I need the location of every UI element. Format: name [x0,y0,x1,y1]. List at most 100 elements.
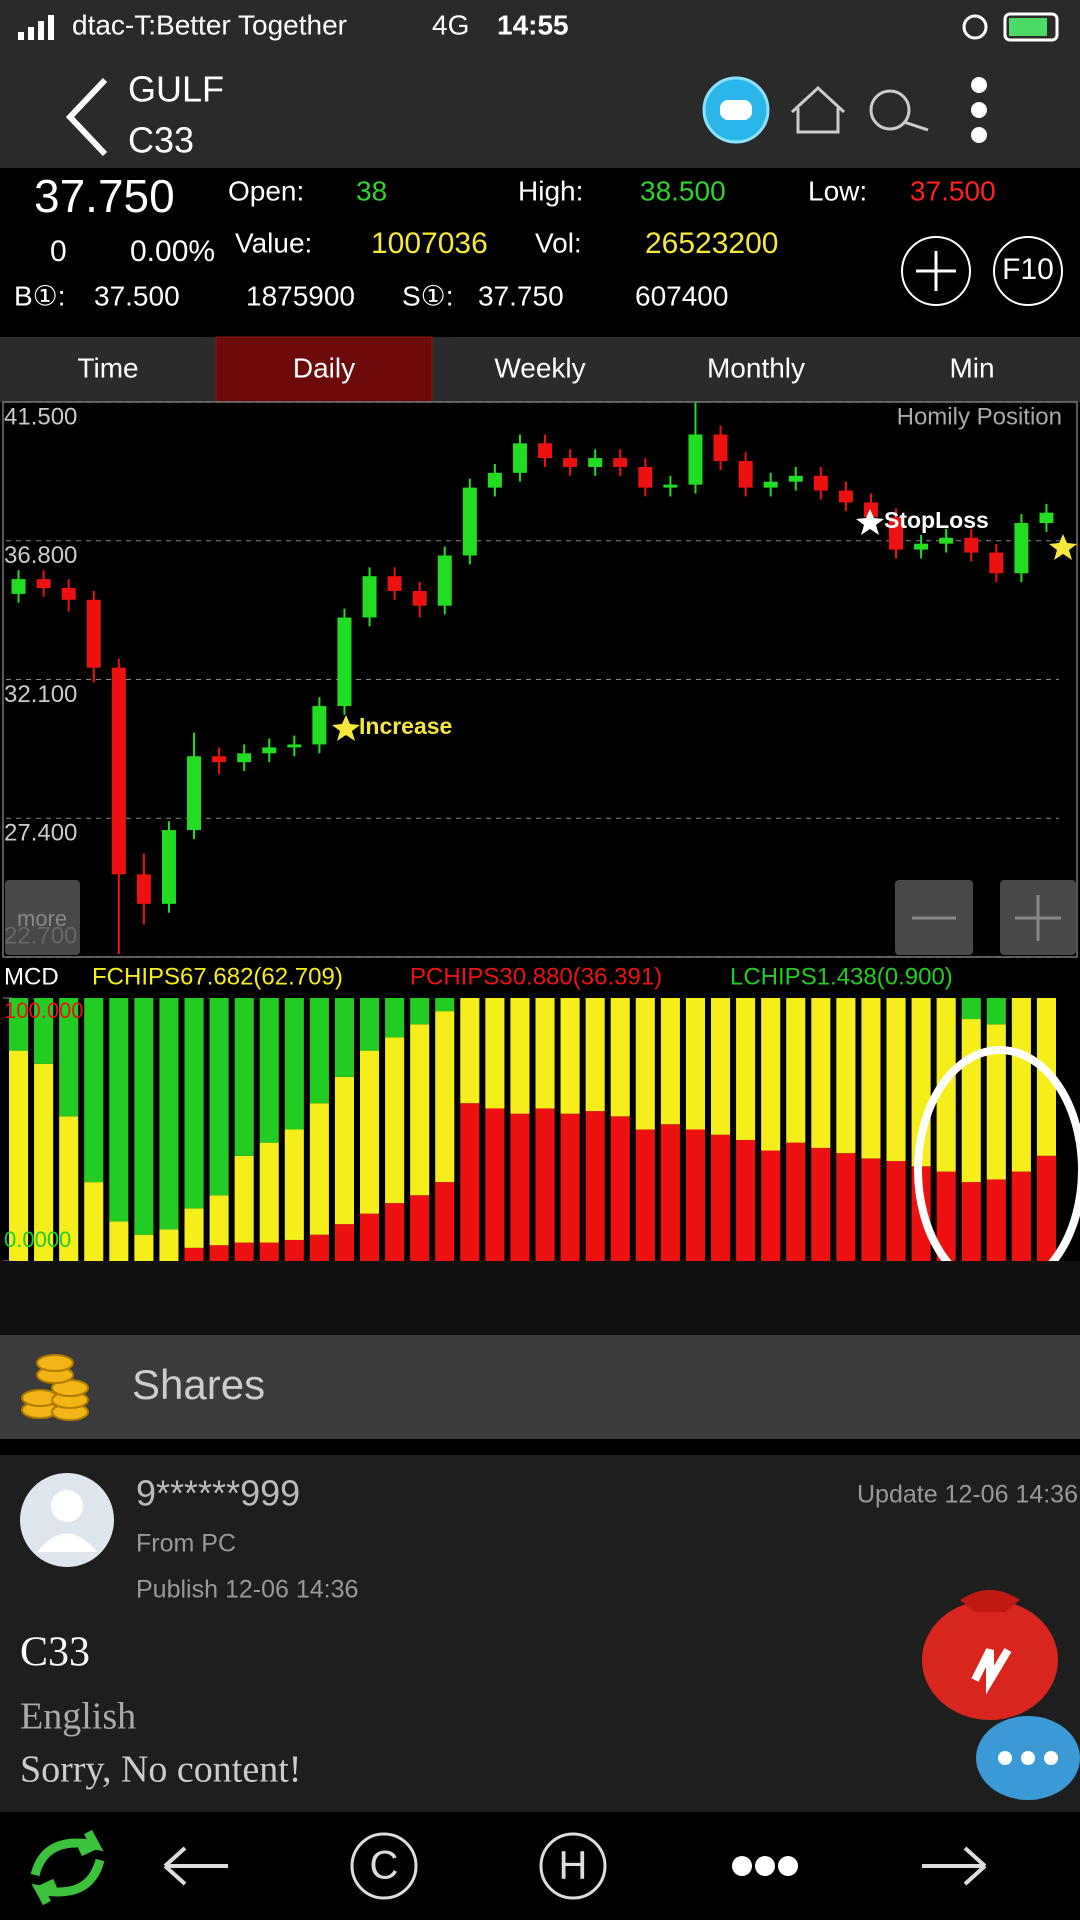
bar-segment [660,998,680,1125]
candle-body [11,579,26,594]
bar-segment [184,1247,204,1261]
bar-segment [209,1195,229,1246]
post [0,1455,1080,1812]
c-button[interactable] [350,1832,418,1900]
tab[interactable]: Daily [293,352,355,383]
bar-segment [861,998,881,1159]
bar-segment [961,998,981,1020]
bar-segment [360,1050,380,1214]
quote-panel [0,168,1080,337]
candle-body [412,590,427,606]
bar-segment [259,998,279,1143]
bar-segment [385,1037,405,1204]
tab[interactable]: Min [949,352,994,383]
prev-button[interactable] [163,1846,228,1886]
shares-bar [0,1335,1080,1439]
bar-segment [284,1239,304,1261]
bar-segment [786,1142,806,1261]
value-label: Value: [235,227,312,258]
search-button[interactable] [869,89,911,131]
value: 1007036 [371,227,488,260]
candle-body [287,744,302,748]
bar-segment [84,998,104,1183]
bar-segment [736,998,756,1141]
candle-body [136,874,151,904]
low: 37.500 [910,175,996,206]
change-pct: 0.00% [130,235,215,268]
y-tick-label: 36.800 [4,542,77,569]
back-button[interactable] [65,77,108,157]
active-tab[interactable] [215,336,433,403]
bar-segment [234,998,254,1156]
candle-body [237,753,252,763]
candle-body [487,472,502,488]
candle-body [86,599,101,668]
c-label: C [370,1844,399,1888]
tab[interactable]: Weekly [494,352,585,383]
bar-segment [234,1242,254,1261]
avatar-body [37,1533,97,1552]
ask: 37.750 [478,280,564,311]
candle-body [437,555,452,606]
bar-segment [59,1116,79,1261]
bar-segment [334,1224,354,1261]
candle-body [161,830,176,904]
bar-segment [510,998,530,1114]
bar-segment [711,998,731,1135]
h-button[interactable] [539,1832,607,1900]
bar-segment [761,1150,781,1261]
bar-segment [410,998,430,1025]
chat-dots [998,1751,1058,1765]
bar-segment [34,1063,54,1261]
h-label: H [559,1844,588,1888]
bar-segment [886,998,906,1162]
clock: 14:55 [497,9,569,40]
f10-button[interactable] [993,236,1063,306]
bar-segment [9,1050,29,1261]
more-label: more [17,906,67,931]
bar-segment [936,1171,956,1261]
more-nav[interactable] [732,1856,798,1876]
bar-segment [585,1111,605,1261]
carrier: dtac-T:Better Together [72,9,347,40]
candle-body [312,706,327,745]
home-button[interactable] [790,85,846,134]
post-source: From PC [136,1530,236,1558]
candle-body [563,458,578,467]
header [0,67,1080,168]
candle-body [863,502,878,518]
bar-segment [9,998,29,1051]
legend-entry: PCHIPS30.880(36.391) [410,963,662,990]
candle-body [538,443,553,459]
more-button[interactable] [5,880,80,955]
bar-segment [610,1116,630,1261]
chart-note: Homily Position [897,403,1062,430]
tab[interactable]: Time [77,352,138,383]
refresh-button[interactable] [30,1829,105,1906]
bar-segment [410,1024,430,1196]
search-handle [903,120,929,132]
next-button[interactable] [922,1846,987,1886]
tab[interactable]: Monthly [707,352,805,383]
star [856,509,884,535]
add-button[interactable] [901,236,971,306]
add-icon [916,251,956,291]
bar-segment [711,1134,731,1261]
code: C33 [128,120,194,161]
menu-button[interactable] [971,77,987,143]
candle-body [387,576,402,591]
bar-segment [259,1242,279,1261]
candle-body [738,461,753,488]
candle-body [111,667,126,875]
f10-label: F10 [1002,253,1054,286]
candle-body [688,434,703,485]
bag-logo [971,1647,1012,1695]
bar-segment [84,1182,104,1261]
post-publish: Publish 12-06 14:36 [136,1576,358,1604]
bar-segment [435,1182,455,1261]
bar-segment [510,1113,530,1261]
bar-segment [811,998,831,1148]
post-update: Update 12-06 14:36 [857,1481,1078,1509]
bar-segment [736,1140,756,1261]
y-tick-label: 0.0000 [4,1227,71,1252]
